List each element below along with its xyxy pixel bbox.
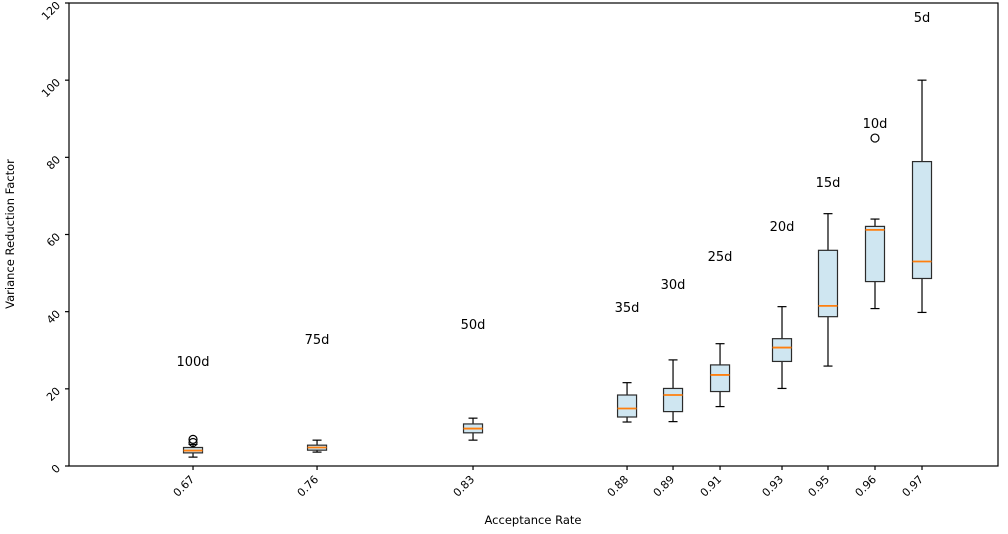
x-tick-label: 0.89 xyxy=(651,473,678,500)
y-tick-label: 80 xyxy=(44,153,63,172)
dimension-annotation: 25d xyxy=(708,250,733,265)
outlier-marker xyxy=(188,437,198,448)
box-plot-0.88: 0.88 xyxy=(605,382,638,500)
iqr-box xyxy=(817,249,839,318)
axes-layer: 0 20 40 60 80 100 120 xyxy=(39,0,999,476)
x-axis-label: Acceptance Rate xyxy=(485,513,582,527)
iqr-box xyxy=(662,387,684,413)
outlier-marker xyxy=(870,133,880,143)
dimension-annotation: 15d xyxy=(816,176,841,191)
dimension-annotation: 100d xyxy=(176,355,209,370)
x-tick-label: 0.91 xyxy=(698,473,725,500)
box-plot-0.91: 0.91 xyxy=(698,343,731,500)
dimension-annotation: 20d xyxy=(770,220,795,235)
x-tick-label: 0.83 xyxy=(451,473,478,500)
x-tick-label: 0.76 xyxy=(295,473,322,500)
y-axis-label: Variance Reduction Factor xyxy=(3,159,17,309)
x-tick-label: 0.88 xyxy=(605,473,632,500)
dimension-annotation: 10d xyxy=(863,117,888,132)
dimension-annotation: 5d xyxy=(914,11,931,26)
y-tick-label: 40 xyxy=(44,308,63,327)
box-plot-0.96: 0.96 xyxy=(853,133,886,500)
dimension-annotation: 50d xyxy=(461,318,486,333)
x-tick-label: 0.95 xyxy=(806,473,833,500)
box-plot-0.76: 0.76 xyxy=(295,439,328,500)
annotations-layer: 100d 75d 50d 35d 30d 25d 20d 15d 10d 5d xyxy=(176,11,930,370)
y-tick-label: 20 xyxy=(44,385,63,404)
box-plot-0.97: 0.97 xyxy=(900,79,933,500)
boxes-layer: 0.67 0.76 0.83 0.88 0.89 0.91 0.93 0.95 0.96 0.97 xyxy=(171,79,933,500)
x-tick-label: 0.96 xyxy=(853,473,880,500)
dimension-annotation: 30d xyxy=(661,278,686,293)
y-tick-label: 60 xyxy=(44,230,63,249)
x-tick-label: 0.93 xyxy=(760,473,787,500)
y-tick-label: 0 xyxy=(49,462,63,476)
plot-frame xyxy=(68,2,999,467)
box-plot-0.67: 0.67 xyxy=(171,434,204,500)
y-tick-label: 120 xyxy=(39,0,63,23)
iqr-box xyxy=(771,338,793,363)
iqr-box xyxy=(616,394,638,418)
box-plot-0.89: 0.89 xyxy=(651,359,684,500)
dimension-annotation: 75d xyxy=(305,333,330,348)
iqr-box xyxy=(864,225,886,283)
outlier-marker xyxy=(188,434,198,444)
iqr-box xyxy=(709,364,731,393)
box-plot-0.83: 0.83 xyxy=(451,417,484,500)
box-plot-0.95: 0.95 xyxy=(806,213,839,500)
y-tick-label: 100 xyxy=(39,76,63,100)
dimension-annotation: 35d xyxy=(615,301,640,316)
x-tick-label: 0.67 xyxy=(171,473,198,500)
iqr-box xyxy=(911,160,933,280)
box-plot-0.93: 0.93 xyxy=(760,306,793,500)
x-tick-label: 0.97 xyxy=(900,473,927,500)
